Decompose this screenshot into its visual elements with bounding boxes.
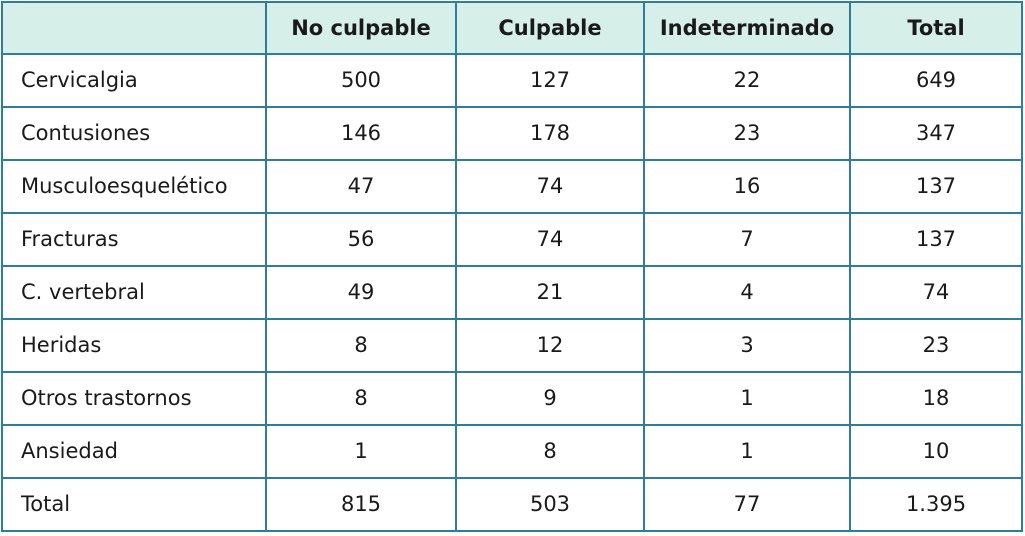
- cell-total: 74: [849, 265, 1023, 320]
- row-label: Otros trastornos: [1, 371, 267, 426]
- table-row: C. vertebral 49 21 4 74: [1, 265, 1023, 320]
- cell-total: 137: [849, 212, 1023, 267]
- table-body: Cervicalgia 500 127 22 649 Contusiones 1…: [1, 53, 1023, 532]
- table-row-total: Total 815 503 77 1.395: [1, 477, 1023, 532]
- row-label: Heridas: [1, 318, 267, 373]
- table-row: Cervicalgia 500 127 22 649: [1, 53, 1023, 108]
- cell-total: 137: [849, 159, 1023, 214]
- cell-indeterminado: 77: [643, 477, 851, 532]
- table-row: Musculoesquelético 47 74 16 137: [1, 159, 1023, 214]
- cell-culpable: 9: [455, 371, 645, 426]
- cell-culpable: 74: [455, 159, 645, 214]
- cell-no-culpable: 146: [265, 106, 457, 161]
- header-culpable: Culpable: [455, 1, 645, 55]
- header-indeterminado: Indeterminado: [643, 1, 851, 55]
- table-row: Ansiedad 1 8 1 10: [1, 424, 1023, 479]
- cell-total: 18: [849, 371, 1023, 426]
- cell-no-culpable: 49: [265, 265, 457, 320]
- header-no-culpable: No culpable: [265, 1, 457, 55]
- cell-indeterminado: 7: [643, 212, 851, 267]
- table-row: Contusiones 146 178 23 347: [1, 106, 1023, 161]
- row-label: Musculoesquelético: [1, 159, 267, 214]
- cell-indeterminado: 23: [643, 106, 851, 161]
- cell-indeterminado: 1: [643, 371, 851, 426]
- cell-indeterminado: 3: [643, 318, 851, 373]
- cell-total: 1.395: [849, 477, 1023, 532]
- cell-no-culpable: 47: [265, 159, 457, 214]
- row-label: Contusiones: [1, 106, 267, 161]
- row-label: Cervicalgia: [1, 53, 267, 108]
- cell-culpable: 21: [455, 265, 645, 320]
- row-label: Ansiedad: [1, 424, 267, 479]
- cell-culpable: 178: [455, 106, 645, 161]
- table-row: Otros trastornos 8 9 1 18: [1, 371, 1023, 426]
- cell-culpable: 8: [455, 424, 645, 479]
- cell-no-culpable: 1: [265, 424, 457, 479]
- cell-total: 10: [849, 424, 1023, 479]
- cell-total: 347: [849, 106, 1023, 161]
- cell-no-culpable: 8: [265, 371, 457, 426]
- cell-culpable: 74: [455, 212, 645, 267]
- cell-no-culpable: 500: [265, 53, 457, 108]
- row-label: Total: [1, 477, 267, 532]
- cell-no-culpable: 56: [265, 212, 457, 267]
- cell-indeterminado: 4: [643, 265, 851, 320]
- table-row: Fracturas 56 74 7 137: [1, 212, 1023, 267]
- cell-total: 23: [849, 318, 1023, 373]
- header-row: No culpable Culpable Indeterminado Total: [1, 1, 1023, 55]
- table-row: Heridas 8 12 3 23: [1, 318, 1023, 373]
- header-corner: [1, 1, 267, 55]
- cell-culpable: 127: [455, 53, 645, 108]
- row-label: C. vertebral: [1, 265, 267, 320]
- cell-no-culpable: 8: [265, 318, 457, 373]
- cell-culpable: 12: [455, 318, 645, 373]
- cell-indeterminado: 16: [643, 159, 851, 214]
- cell-culpable: 503: [455, 477, 645, 532]
- table-header: No culpable Culpable Indeterminado Total: [1, 1, 1023, 55]
- cell-total: 649: [849, 53, 1023, 108]
- cell-indeterminado: 22: [643, 53, 851, 108]
- cell-indeterminado: 1: [643, 424, 851, 479]
- cell-no-culpable: 815: [265, 477, 457, 532]
- row-label: Fracturas: [1, 212, 267, 267]
- header-total: Total: [849, 1, 1023, 55]
